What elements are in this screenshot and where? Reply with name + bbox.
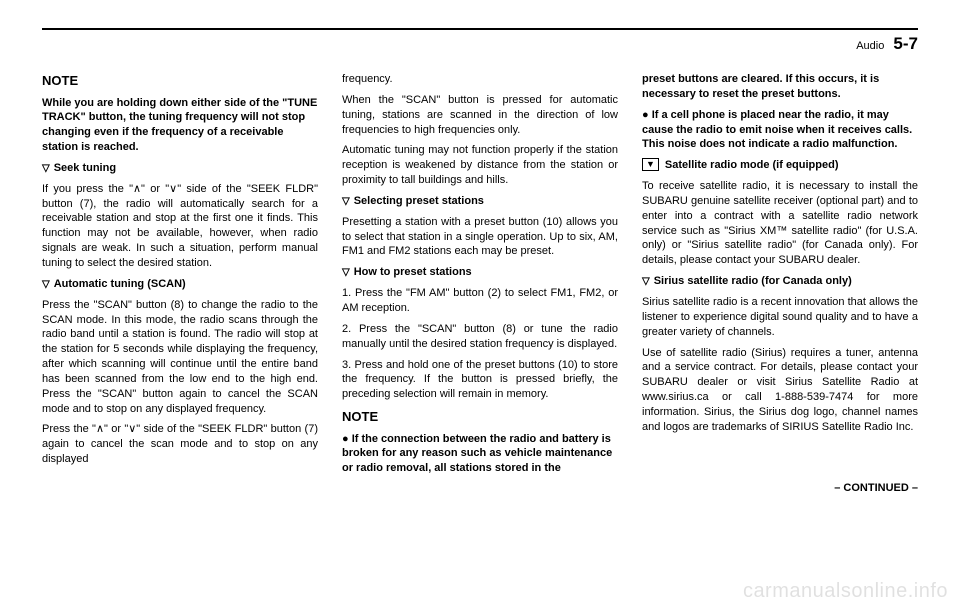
auto-tuning-body-2a: Press the "∧" or "∨" side of the "SEEK F… <box>42 422 318 467</box>
selecting-preset-heading: ▽ Selecting preset stations <box>342 194 618 209</box>
triangle-icon: ▽ <box>42 278 50 292</box>
seek-tuning-body: If you press the "∧" or "∨" side of the … <box>42 182 318 271</box>
sirius-heading: ▽ Sirius satellite radio (for Canada only… <box>642 274 918 289</box>
auto-tuning-body-4: Automatic tuning may not function proper… <box>342 143 618 188</box>
sirius-body-2: Use of satellite radio (Sirius) requires… <box>642 346 918 435</box>
note-bullet-text: If the connection between the radio and … <box>342 433 612 475</box>
how-preset-step-1: 1. Press the "FM AM" button (2) to selec… <box>342 286 618 316</box>
header-section: Audio <box>856 40 884 52</box>
note-bullet-2: ● If a cell phone is placed near the rad… <box>642 108 918 153</box>
satellite-heading: ▼ Satellite radio mode (if equipped) <box>642 158 918 173</box>
satellite-body: To receive satellite radio, it is necess… <box>642 179 918 268</box>
sirius-body-1: Sirius satellite radio is a recent innov… <box>642 295 918 340</box>
heading-text: Seek tuning <box>54 162 116 174</box>
page-header: Audio 5-7 <box>42 34 918 54</box>
auto-tuning-body-2b: frequency. <box>342 72 618 87</box>
note-body: While you are holding down either side o… <box>42 96 318 155</box>
note-bullet-text: If a cell phone is placed near the radio… <box>642 109 912 151</box>
top-rule <box>42 28 918 30</box>
how-preset-heading: ▽ How to preset stations <box>342 265 618 280</box>
body-columns: NOTE While you are holding down either s… <box>42 72 918 476</box>
down-arrow-icon: ▼ <box>642 158 659 171</box>
seek-tuning-heading: ▽ Seek tuning <box>42 161 318 176</box>
triangle-icon: ▽ <box>642 275 650 289</box>
triangle-icon: ▽ <box>342 195 350 209</box>
triangle-icon: ▽ <box>42 162 50 176</box>
triangle-icon: ▽ <box>342 266 350 280</box>
selecting-preset-body: Presetting a station with a preset butto… <box>342 215 618 260</box>
note-heading-2: NOTE <box>342 408 618 426</box>
continued-footer: – CONTINUED – <box>42 482 918 494</box>
note-bullet-1a: ● If the connection between the radio an… <box>342 432 618 477</box>
how-preset-step-2: 2. Press the "SCAN" button (8) or tune t… <box>342 322 618 352</box>
watermark-text: carmanualsonline.info <box>743 580 948 603</box>
auto-tuning-body-3: When the "SCAN" button is pressed for au… <box>342 93 618 138</box>
heading-text: Sirius satellite radio (for Canada only) <box>654 275 852 287</box>
how-preset-step-3: 3. Press and hold one of the preset butt… <box>342 358 618 403</box>
note-heading: NOTE <box>42 72 318 90</box>
manual-page: Audio 5-7 NOTE While you are holding dow… <box>0 0 960 514</box>
heading-text: Selecting preset stations <box>354 195 484 207</box>
heading-text: Automatic tuning (SCAN) <box>54 278 186 290</box>
heading-text: Satellite radio mode (if equipped) <box>665 159 839 171</box>
header-pagenum: 5-7 <box>893 34 918 53</box>
note-bullet-1b: preset buttons are cleared. If this occu… <box>642 72 918 102</box>
heading-text: How to preset stations <box>354 266 472 278</box>
auto-tuning-body-1: Press the "SCAN" button (8) to change th… <box>42 298 318 417</box>
auto-tuning-heading: ▽ Automatic tuning (SCAN) <box>42 277 318 292</box>
